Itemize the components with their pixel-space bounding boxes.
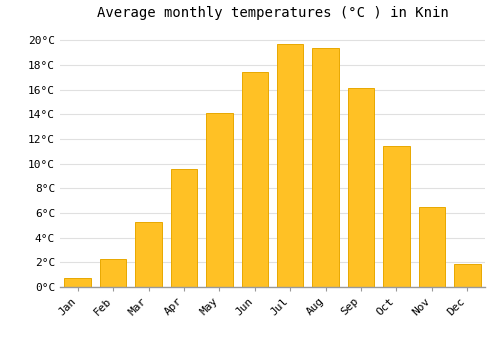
Bar	[100, 259, 126, 287]
Title: Average monthly temperatures (°C ) in Knin: Average monthly temperatures (°C ) in Kn…	[96, 6, 448, 20]
Bar	[312, 48, 339, 287]
Bar	[418, 207, 445, 287]
Bar	[277, 44, 303, 287]
Bar	[206, 113, 233, 287]
Bar	[348, 89, 374, 287]
Bar	[64, 278, 91, 287]
Bar	[136, 222, 162, 287]
Bar	[242, 72, 268, 287]
Bar	[170, 169, 197, 287]
Bar	[383, 146, 409, 287]
Bar	[454, 264, 480, 287]
